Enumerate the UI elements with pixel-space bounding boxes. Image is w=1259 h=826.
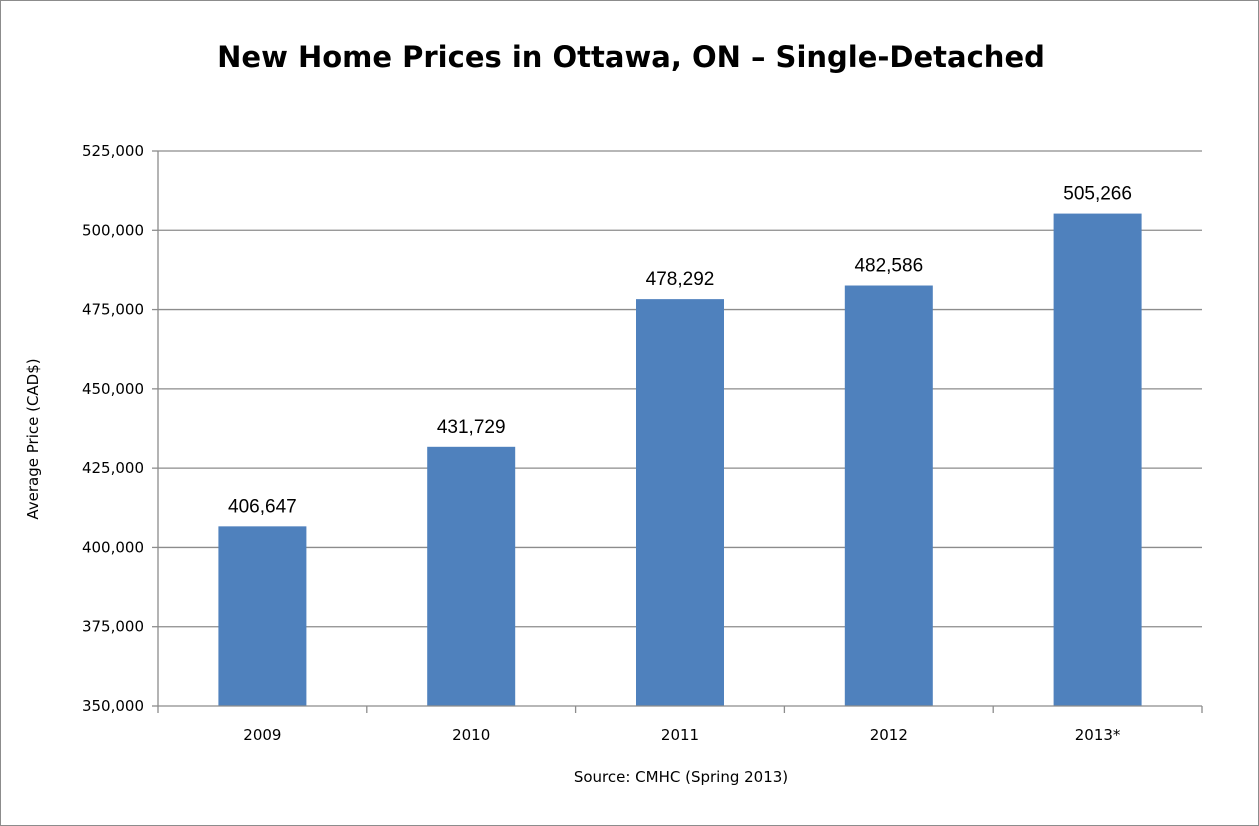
y-tick-label: 400,000	[82, 538, 144, 556]
y-tick-labels: 350,000 375,000 400,000 425,000 450,000 475,0…	[82, 142, 144, 715]
x-tick-label: 2010	[452, 726, 490, 744]
axes	[152, 150, 1203, 713]
data-label: 406,647	[228, 496, 297, 517]
y-tick-label: 450,000	[82, 380, 144, 398]
bar-2010	[427, 446, 516, 706]
x-tick-label: 2009	[243, 726, 281, 744]
y-tick-label: 425,000	[82, 459, 144, 477]
y-tick-label: 500,000	[82, 221, 144, 239]
y-axis-label: Average Price (CAD$)	[24, 358, 42, 519]
data-labels: 406,647 431,729 478,292 482,586 505,266	[228, 184, 1132, 518]
data-label: 505,266	[1063, 184, 1132, 205]
y-tick-label: 525,000	[82, 142, 144, 160]
bar-2011	[636, 299, 724, 706]
y-tick-label: 475,000	[82, 301, 144, 319]
y-tick-label: 375,000	[82, 618, 144, 636]
x-tick-labels: 2009 2010 2011 2012 2013*	[243, 726, 1121, 744]
data-label: 478,292	[646, 269, 715, 290]
data-label: 482,586	[854, 256, 923, 277]
x-tick-label: 2011	[661, 726, 699, 744]
x-axis-label: Source: CMHC (Spring 2013)	[574, 768, 788, 786]
data-label: 431,729	[437, 417, 506, 438]
x-tick-label: 2012	[870, 726, 908, 744]
bar-2012	[844, 285, 933, 706]
bar-2013	[1053, 213, 1142, 707]
chart-title: New Home Prices in Ottawa, ON – Single-D…	[217, 40, 1045, 74]
y-tick-label: 350,000	[82, 697, 144, 715]
x-tick-label: 2013*	[1075, 726, 1121, 744]
bar-2009	[218, 526, 307, 706]
bars	[218, 213, 1142, 707]
